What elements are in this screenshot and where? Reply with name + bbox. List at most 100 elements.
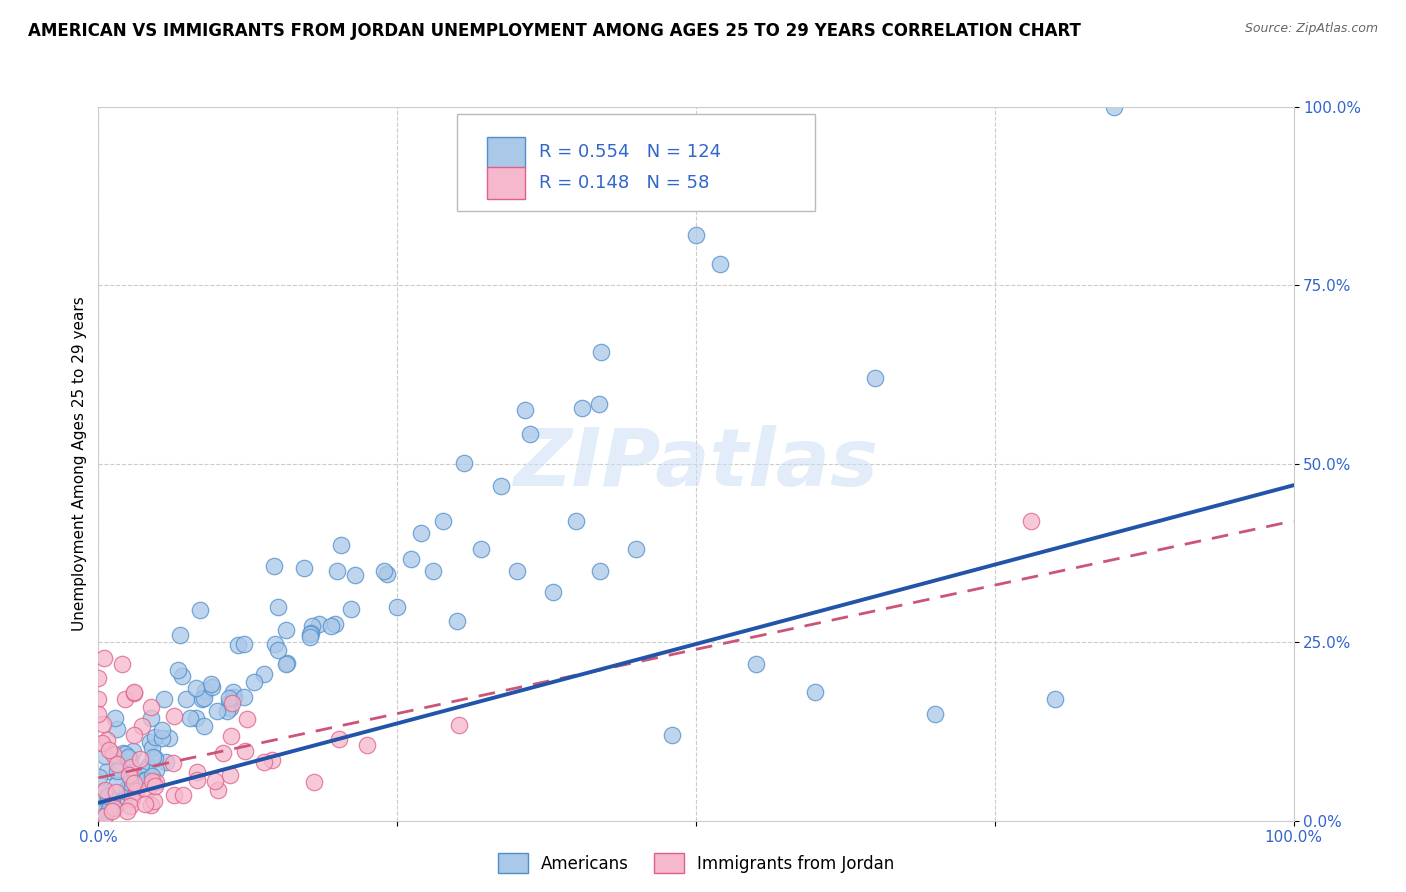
Point — [709, 190, 731, 204]
Point — [145, 775, 167, 789]
Point — [141, 749, 163, 764]
Point — [276, 656, 298, 670]
FancyBboxPatch shape — [486, 136, 524, 169]
Point — [134, 797, 156, 811]
Point — [98, 742, 121, 756]
Point — [541, 585, 564, 599]
Point — [170, 668, 193, 682]
Point — [111, 746, 134, 760]
Point — [235, 712, 257, 726]
Point — [105, 764, 128, 778]
Point — [588, 397, 610, 411]
Point — [118, 798, 141, 813]
Point — [131, 719, 153, 733]
Point — [163, 788, 186, 802]
Point — [184, 681, 207, 696]
Point — [709, 257, 731, 271]
Point — [263, 559, 285, 574]
Point — [169, 628, 191, 642]
Legend: Americans, Immigrants from Jordan: Americans, Immigrants from Jordan — [491, 847, 901, 880]
Point — [143, 780, 166, 794]
Point — [373, 564, 395, 578]
Point — [153, 691, 176, 706]
Point — [118, 784, 141, 798]
Point — [243, 674, 266, 689]
Point — [117, 784, 139, 798]
Point — [212, 746, 235, 760]
Text: R = 0.148   N = 58: R = 0.148 N = 58 — [540, 174, 710, 192]
Point — [104, 711, 127, 725]
Point — [218, 696, 240, 710]
Point — [193, 719, 215, 733]
Point — [186, 711, 208, 725]
Point — [120, 752, 142, 766]
Point — [139, 735, 162, 749]
Point — [91, 717, 114, 731]
Point — [489, 479, 512, 493]
Point — [150, 723, 173, 737]
Point — [186, 773, 208, 788]
Point — [101, 799, 124, 814]
Point — [162, 756, 184, 771]
Point — [103, 801, 125, 815]
Point — [90, 786, 112, 800]
Point — [188, 603, 211, 617]
Point — [117, 805, 139, 819]
Point — [97, 796, 120, 810]
Point — [1043, 692, 1066, 706]
Point — [449, 718, 471, 732]
Point — [100, 791, 122, 805]
Point — [924, 706, 946, 721]
Point — [253, 756, 276, 770]
Point — [101, 747, 124, 761]
Point — [105, 778, 128, 792]
Point — [108, 757, 131, 772]
Point — [87, 671, 110, 685]
Point — [446, 614, 468, 628]
Point — [118, 768, 141, 782]
Point — [90, 736, 112, 750]
Point — [385, 599, 409, 614]
Point — [124, 685, 146, 699]
Point — [301, 619, 323, 633]
Point — [105, 722, 128, 736]
Point — [325, 617, 347, 632]
Point — [98, 802, 121, 816]
Point — [356, 738, 378, 752]
Point — [328, 732, 350, 747]
Point — [207, 782, 229, 797]
Point — [260, 753, 283, 767]
Point — [143, 731, 166, 745]
Point — [122, 775, 145, 789]
FancyBboxPatch shape — [457, 114, 815, 211]
Point — [105, 784, 128, 798]
Point — [143, 794, 166, 808]
Point — [129, 752, 152, 766]
Point — [89, 770, 111, 784]
Point — [217, 705, 239, 719]
Point — [111, 793, 134, 807]
Point — [193, 691, 215, 706]
Point — [132, 773, 155, 788]
Point — [111, 657, 134, 671]
Point — [204, 773, 226, 788]
Point — [565, 514, 588, 528]
Point — [506, 564, 529, 578]
Point — [139, 798, 162, 813]
Point — [219, 701, 242, 715]
Point — [87, 692, 110, 706]
Point — [141, 769, 163, 783]
Point — [87, 706, 110, 721]
Point — [302, 775, 325, 789]
Point — [264, 637, 287, 651]
Point — [120, 775, 142, 789]
Point — [124, 728, 146, 742]
Point — [136, 783, 159, 797]
Point — [174, 691, 197, 706]
Point — [804, 685, 827, 699]
Point — [274, 623, 297, 637]
Point — [201, 680, 224, 694]
Point — [97, 789, 120, 803]
Point — [114, 691, 136, 706]
Point — [224, 690, 246, 704]
